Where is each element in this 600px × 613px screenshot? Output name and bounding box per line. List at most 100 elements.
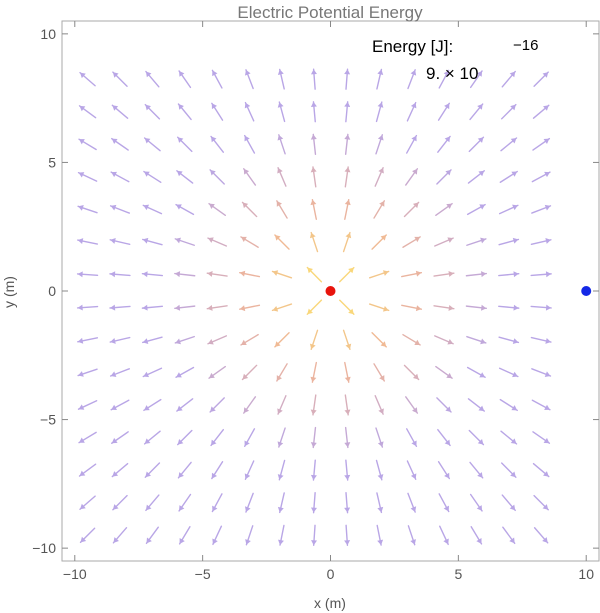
field-arrow: [309, 329, 319, 350]
field-arrow: [141, 271, 164, 278]
field-arrow: [374, 167, 384, 187]
field-arrow: [433, 304, 455, 311]
field-arrow: [241, 201, 258, 218]
field-arrow: [498, 237, 520, 246]
field-arrow: [466, 203, 486, 216]
field-arrow: [209, 397, 225, 413]
field-arrow: [142, 336, 163, 345]
field-arrow: [277, 395, 287, 415]
field-arrow: [469, 493, 483, 512]
field-arrow: [438, 493, 450, 513]
field-arrow: [436, 169, 452, 185]
field-arrow: [110, 399, 130, 411]
field-arrow: [500, 430, 518, 445]
field-arrow: [109, 304, 131, 311]
field-arrow: [143, 170, 162, 183]
field-arrow: [374, 395, 384, 415]
field-arrow: [310, 394, 317, 416]
field-arrow: [368, 270, 390, 279]
field-arrow: [434, 237, 454, 247]
x-tick-label: −10: [63, 566, 87, 582]
field-arrow: [174, 271, 196, 278]
field-arrow: [145, 526, 159, 545]
field-arrow: [310, 68, 317, 90]
field-arrows: [76, 68, 552, 546]
field-arrow: [373, 363, 386, 382]
field-arrow: [77, 238, 99, 245]
field-arrow: [498, 367, 519, 378]
field-arrow: [310, 459, 317, 481]
field-arrow: [402, 333, 421, 346]
field-arrow: [77, 205, 98, 214]
field-arrow: [310, 426, 317, 449]
field-arrow: [176, 170, 194, 184]
field-arrow: [274, 234, 290, 250]
field-arrow: [276, 363, 288, 382]
field-arrow: [344, 101, 351, 123]
field-arrow: [376, 492, 384, 514]
field-arrow: [244, 69, 254, 90]
x-tick-label: −5: [195, 566, 211, 582]
field-arrow: [465, 304, 487, 311]
energy-readout: Energy [J]: −16 9. × 10: [372, 37, 538, 83]
field-arrow: [240, 236, 259, 248]
field-arrow: [109, 238, 131, 246]
field-arrow: [112, 494, 128, 511]
field-arrow: [435, 365, 453, 379]
field-arrow: [79, 527, 96, 544]
field-arrow: [244, 492, 254, 513]
field-arrow: [403, 201, 420, 218]
field-arrow: [210, 428, 225, 447]
field-arrow: [142, 204, 163, 215]
field-arrow: [310, 198, 318, 220]
field-arrow: [435, 202, 453, 216]
field-arrow: [142, 367, 163, 378]
field-arrow: [211, 493, 223, 513]
field-arrow: [373, 200, 386, 219]
axis-ticks: [62, 21, 599, 561]
y-tick-label: −10: [32, 540, 56, 556]
charge-red: [325, 286, 336, 296]
field-arrow: [406, 460, 417, 480]
field-arrow: [142, 237, 163, 246]
y-tick-label: 10: [40, 26, 56, 42]
field-arrow: [239, 270, 261, 278]
field-arrow: [109, 368, 131, 377]
field-arrow: [402, 236, 421, 248]
field-arrow: [437, 428, 451, 447]
y-tick-label: 5: [48, 154, 56, 170]
field-arrow: [401, 270, 423, 278]
field-arrow: [109, 271, 131, 278]
field-arrow: [532, 431, 551, 444]
field-arrow: [177, 461, 192, 479]
field-arrow: [78, 105, 97, 119]
field-arrow: [176, 429, 193, 446]
field-arrow: [469, 461, 484, 479]
field-arrow: [437, 135, 451, 153]
field-arrow: [244, 134, 256, 154]
y-tick-label: 0: [48, 283, 56, 299]
field-arrow: [244, 101, 255, 122]
field-arrow: [111, 104, 129, 119]
field-arrow: [245, 525, 254, 546]
field-arrow: [407, 69, 417, 90]
field-arrow: [174, 304, 196, 311]
x-tick-label: 5: [454, 566, 462, 582]
field-arrow: [276, 200, 288, 219]
field-arrow: [206, 270, 228, 277]
field-arrow: [533, 494, 549, 511]
field-arrow: [368, 303, 390, 312]
field-arrow: [465, 271, 487, 278]
field-arrow: [141, 304, 164, 311]
field-arrow: [277, 167, 287, 187]
field-arrow: [531, 171, 551, 183]
field-arrow: [209, 169, 225, 185]
field-arrow: [79, 71, 96, 87]
field-arrow: [175, 366, 195, 378]
field-arrow: [243, 168, 257, 186]
field-arrow: [76, 304, 99, 311]
field-arrow: [178, 70, 192, 89]
field-arrow: [376, 68, 384, 90]
field-arrow: [239, 304, 261, 312]
field-arrow: [212, 525, 223, 546]
